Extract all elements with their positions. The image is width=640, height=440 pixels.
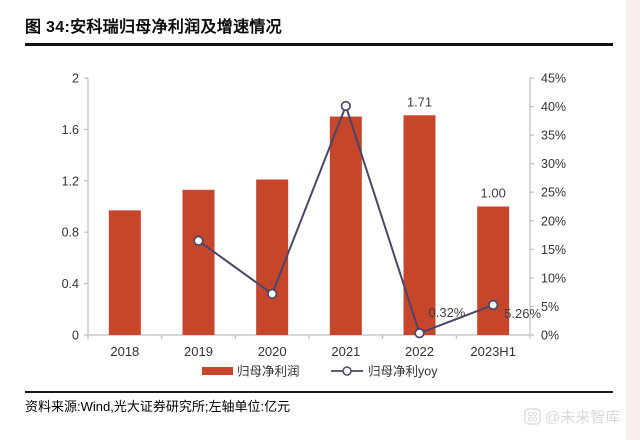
bar-2018 xyxy=(108,210,141,335)
x-axis-category-label: 2021 xyxy=(331,344,360,359)
right-axis-tick-label: 25% xyxy=(541,186,566,200)
line-marker-2022 xyxy=(414,328,425,339)
legend-bar-label: 归母净利润 xyxy=(237,365,300,379)
bar-2019 xyxy=(182,189,215,335)
right-axis-tick-label: 35% xyxy=(541,129,566,143)
left-axis-tick-label: 0.8 xyxy=(62,226,79,240)
left-axis-tick-label: 1.2 xyxy=(62,174,79,188)
line-marker-2020 xyxy=(267,288,278,300)
figure-title: 图 34:安科瑞归母净利润及增速情况 xyxy=(25,19,282,36)
right-axis-tick-label: 0% xyxy=(541,329,559,343)
bar-2023H1 xyxy=(477,206,510,335)
right-axis-tick-label: 15% xyxy=(541,243,566,257)
legend-line-label: 归母净利yoy xyxy=(368,365,438,379)
bar-value-label: 1.71 xyxy=(407,94,432,109)
x-axis-category-label: 2023H1 xyxy=(470,344,516,359)
bar-2022 xyxy=(403,115,436,335)
bar-2020 xyxy=(256,179,289,335)
right-axis-tick-label: 20% xyxy=(541,214,566,228)
source-note: 资料来源:Wind,光大证券研究所;左轴单位:亿元 xyxy=(25,399,291,414)
line-marker-2019 xyxy=(193,235,204,246)
x-axis-category-label: 2019 xyxy=(184,344,213,359)
left-axis-tick-label: 1.6 xyxy=(62,123,79,137)
watermark: @未来智库 xyxy=(524,406,620,427)
right-axis-tick-label: 5% xyxy=(541,300,559,314)
right-axis-tick-label: 30% xyxy=(541,157,566,171)
x-axis-category-label: 2020 xyxy=(258,344,287,359)
x-axis-category-label: 2022 xyxy=(405,344,434,359)
legend-line-marker xyxy=(342,366,352,376)
left-axis-tick-label: 0.4 xyxy=(62,277,79,291)
watermark-paw-logo-icon xyxy=(524,408,541,425)
profit-growth-chart: 00.40.81.21.620%5%10%15%20%25%30%35%40%4… xyxy=(62,72,566,379)
bar-2021 xyxy=(329,116,362,335)
line-marker-2021 xyxy=(340,100,351,112)
right-axis-tick-label: 45% xyxy=(541,72,566,86)
footer-divider xyxy=(25,391,613,393)
watermark-text: @未来智库 xyxy=(545,409,621,426)
left-axis-tick-label: 2 xyxy=(72,72,79,86)
line-value-label: 0.32% xyxy=(429,305,466,320)
line-marker-2023H1 xyxy=(488,299,499,311)
left-axis-tick-label: 0 xyxy=(72,329,79,343)
page-edge-strip xyxy=(626,0,640,440)
right-axis-tick-label: 40% xyxy=(541,100,566,114)
legend-bar-swatch xyxy=(202,367,233,375)
line-value-label: 5.26% xyxy=(504,306,541,321)
right-axis-tick-label: 10% xyxy=(541,271,566,285)
bar-value-label: 1.00 xyxy=(481,186,506,201)
title-underline xyxy=(25,43,613,46)
x-axis-category-label: 2018 xyxy=(110,344,139,359)
